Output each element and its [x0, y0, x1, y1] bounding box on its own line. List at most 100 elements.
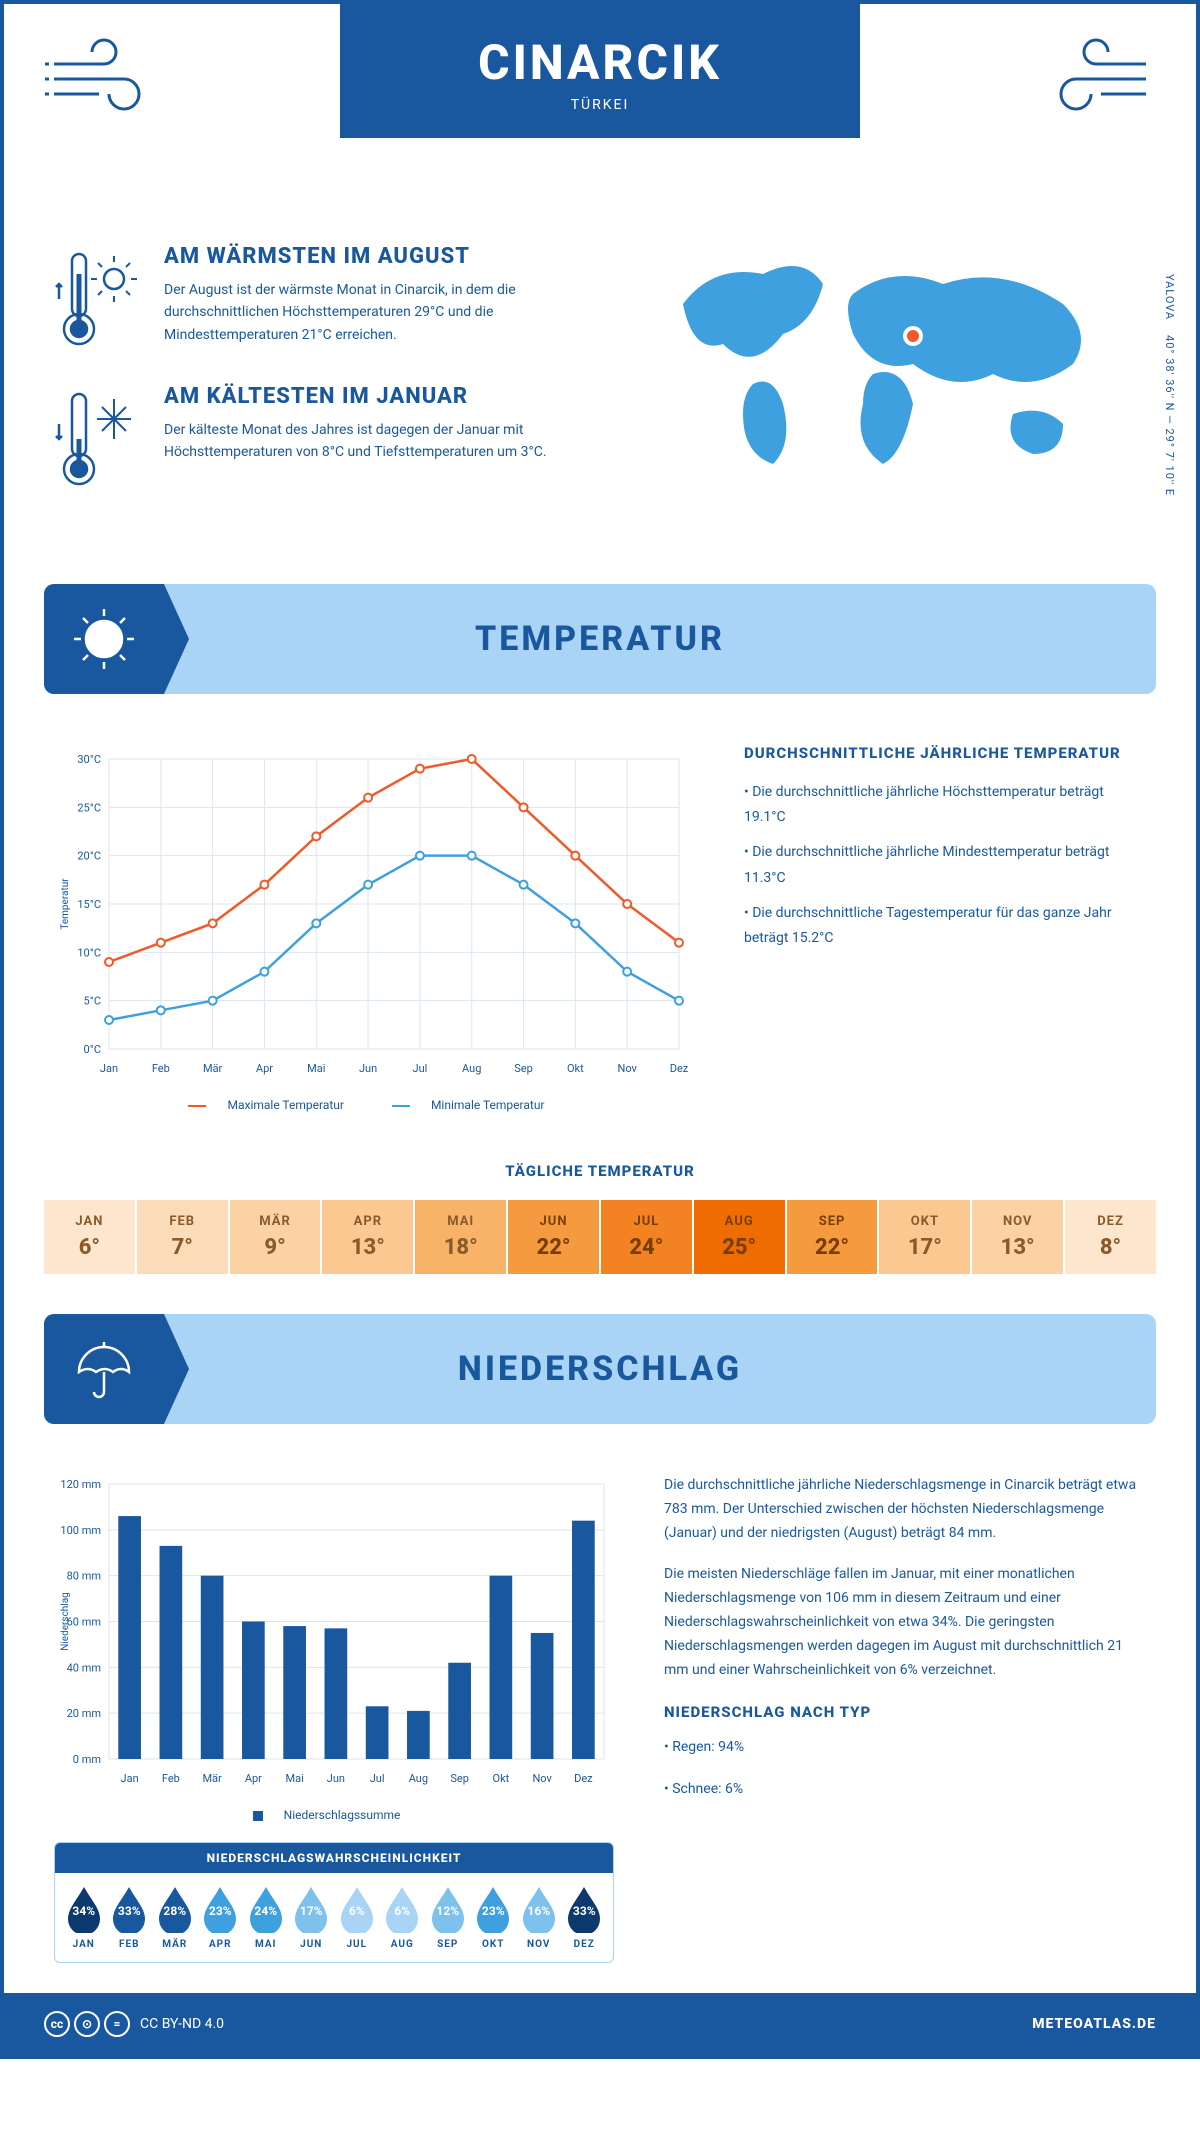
- sun-icon: [44, 584, 164, 694]
- country-name: TÜRKEI: [360, 97, 840, 113]
- raindrop-icon: 34%: [64, 1885, 104, 1933]
- raindrop-icon: 28%: [155, 1885, 195, 1933]
- fact-text: Der kälteste Monat des Jahres ist dagege…: [164, 419, 580, 464]
- probability-cell: 33% FEB: [109, 1885, 151, 1950]
- summary-item: • Die durchschnittliche Tagestemperatur …: [744, 901, 1146, 951]
- probability-cell: 33% DEZ: [564, 1885, 606, 1950]
- summary-paragraph: Die meisten Niederschläge fallen im Janu…: [664, 1563, 1146, 1682]
- infographic-page: CINARCIK TÜRKEI AM WÄRMSTEN IM AUGUST De…: [0, 0, 1200, 2059]
- probability-cell: 16% NOV: [518, 1885, 560, 1950]
- svg-text:40 mm: 40 mm: [67, 1661, 101, 1674]
- svg-text:Jul: Jul: [370, 1772, 385, 1785]
- probability-cell: 12% SEP: [427, 1885, 469, 1950]
- raindrop-icon: 6%: [337, 1885, 377, 1933]
- svg-text:100 mm: 100 mm: [60, 1524, 101, 1537]
- svg-text:Okt: Okt: [567, 1062, 584, 1075]
- probability-cell: 23% OKT: [473, 1885, 515, 1950]
- heat-cell: APR13°: [320, 1200, 413, 1274]
- svg-text:Nov: Nov: [532, 1772, 552, 1785]
- probability-cell: 24% MAI: [245, 1885, 287, 1950]
- svg-text:30°C: 30°C: [77, 753, 101, 766]
- thermometer-hot-icon: [54, 244, 144, 354]
- svg-text:0 mm: 0 mm: [73, 1753, 101, 1766]
- daily-temp-title: TÄGLICHE TEMPERATUR: [4, 1162, 1196, 1180]
- precipitation-bar-chart: 0 mm 20 mm 40 mm 60 mm 80 mm 100 mm 120 mm Jan F…: [54, 1474, 614, 1794]
- umbrella-icon: [44, 1314, 164, 1424]
- daily-temp-heatmap: JAN6°FEB7°MÄR9°APR13°MAI18°JUN22°JUL24°A…: [44, 1200, 1156, 1274]
- svg-text:Dez: Dez: [670, 1062, 689, 1075]
- heat-cell: DEZ8°: [1063, 1200, 1156, 1274]
- chart-legend: Maximale Temperatur Minimale Temperatur: [54, 1098, 694, 1112]
- site-name: METEOATLAS.DE: [1032, 2016, 1156, 2032]
- svg-text:20 mm: 20 mm: [67, 1707, 101, 1720]
- precipitation-probability-box: NIEDERSCHLAGSWAHRSCHEINLICHKEIT 34% JAN …: [54, 1842, 614, 1963]
- probability-cell: 6% JUL: [336, 1885, 378, 1950]
- svg-text:Jan: Jan: [121, 1772, 139, 1785]
- probability-cell: 23% APR: [200, 1885, 242, 1950]
- raindrop-icon: 23%: [473, 1885, 513, 1933]
- fact-text: Der August ist der wärmste Monat in Cina…: [164, 279, 580, 346]
- raindrop-icon: 24%: [246, 1885, 286, 1933]
- svg-text:Dez: Dez: [574, 1772, 593, 1785]
- summary-item: • Die durchschnittliche jährliche Mindes…: [744, 840, 1146, 890]
- raindrop-icon: 6%: [382, 1885, 422, 1933]
- svg-text:15°C: 15°C: [77, 898, 101, 911]
- raindrop-icon: 33%: [564, 1885, 604, 1933]
- coldest-fact: AM KÄLTESTEN IM JANUAR Der kälteste Mona…: [54, 384, 580, 494]
- svg-text:60 mm: 60 mm: [67, 1616, 101, 1629]
- summary-title: DURCHSCHNITTLICHE JÄHRLICHE TEMPERATUR: [744, 744, 1146, 762]
- heat-cell: MAI18°: [413, 1200, 506, 1274]
- precipitation-area: 0 mm 20 mm 40 mm 60 mm 80 mm 100 mm 120 mm Jan F…: [4, 1444, 1196, 1993]
- svg-text:Mär: Mär: [203, 1062, 223, 1075]
- header: CINARCIK TÜRKEI: [4, 4, 1196, 224]
- precipitation-section-header: NIEDERSCHLAG: [44, 1314, 1156, 1424]
- cc-icon: cc⊙=: [44, 2011, 130, 2037]
- section-title: TEMPERATUR: [475, 619, 725, 659]
- temperature-area: 0°C5°C10°C15°C20°C25°C30°CJanFebMärAprMa…: [4, 714, 1196, 1142]
- svg-text:Apr: Apr: [245, 1772, 262, 1785]
- svg-text:Nov: Nov: [617, 1062, 637, 1075]
- svg-text:120 mm: 120 mm: [60, 1478, 101, 1491]
- svg-text:Mai: Mai: [307, 1062, 325, 1075]
- hottest-fact: AM WÄRMSTEN IM AUGUST Der August ist der…: [54, 244, 580, 354]
- svg-text:10°C: 10°C: [77, 946, 101, 959]
- svg-text:Jan: Jan: [100, 1062, 118, 1075]
- svg-text:Aug: Aug: [462, 1062, 481, 1075]
- heat-cell: JAN6°: [44, 1200, 135, 1274]
- heat-cell: JUL24°: [599, 1200, 692, 1274]
- heat-cell: AUG25°: [692, 1200, 785, 1274]
- raindrop-icon: 33%: [109, 1885, 149, 1933]
- svg-text:80 mm: 80 mm: [67, 1570, 101, 1583]
- heat-cell: FEB7°: [135, 1200, 228, 1274]
- probability-cell: 28% MÄR: [154, 1885, 196, 1950]
- raindrop-icon: 23%: [200, 1885, 240, 1933]
- precipitation-summary: Die durchschnittliche jährliche Niedersc…: [664, 1474, 1146, 1963]
- heat-cell: SEP22°: [785, 1200, 878, 1274]
- wind-icon: [1036, 34, 1156, 124]
- svg-text:25°C: 25°C: [77, 801, 101, 814]
- svg-text:Apr: Apr: [256, 1062, 273, 1075]
- summary-title: NIEDERSCHLAG NACH TYP: [664, 1700, 1146, 1726]
- temperature-summary: DURCHSCHNITTLICHE JÄHRLICHE TEMPERATUR •…: [744, 744, 1146, 1112]
- fact-title: AM WÄRMSTEN IM AUGUST: [164, 244, 580, 269]
- heat-cell: NOV13°: [970, 1200, 1063, 1274]
- intro-section: AM WÄRMSTEN IM AUGUST Der August ist der…: [4, 224, 1196, 564]
- svg-text:Mai: Mai: [285, 1772, 303, 1785]
- wind-icon: [44, 34, 164, 124]
- heat-cell: MÄR9°: [228, 1200, 321, 1274]
- summary-item: • Schnee: 6%: [664, 1778, 1146, 1802]
- svg-text:Feb: Feb: [162, 1772, 180, 1785]
- svg-text:Niederschlag: Niederschlag: [60, 1592, 71, 1651]
- section-title: NIEDERSCHLAG: [458, 1349, 742, 1389]
- temperature-section-header: TEMPERATUR: [44, 584, 1156, 694]
- summary-item: • Regen: 94%: [664, 1736, 1146, 1760]
- svg-text:Sep: Sep: [514, 1062, 533, 1075]
- title-banner: CINARCIK TÜRKEI: [340, 4, 860, 138]
- heat-cell: OKT17°: [877, 1200, 970, 1274]
- svg-text:Jun: Jun: [327, 1772, 345, 1785]
- coordinates: YALOVA 40° 38' 36'' N — 29° 7' 10'' E: [1163, 274, 1176, 496]
- footer: cc⊙= CC BY-ND 4.0 METEOATLAS.DE: [4, 1993, 1196, 2055]
- svg-text:Feb: Feb: [152, 1062, 170, 1075]
- svg-text:Okt: Okt: [493, 1772, 510, 1785]
- svg-text:Jul: Jul: [413, 1062, 428, 1075]
